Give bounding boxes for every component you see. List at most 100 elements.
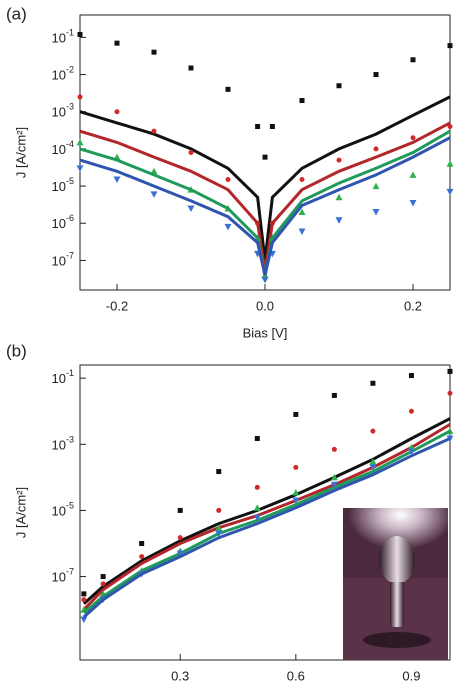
circle-marker xyxy=(151,128,157,134)
triangle-marker xyxy=(335,193,343,201)
square-marker xyxy=(410,57,416,63)
square-marker xyxy=(370,380,376,386)
x-tick-label: 0.3 xyxy=(171,668,189,683)
square-marker xyxy=(447,43,453,49)
triangle-marker xyxy=(407,448,415,456)
triangle-marker xyxy=(292,497,300,504)
square-marker xyxy=(77,31,83,37)
y-tick-label: 10-5 xyxy=(52,501,74,519)
data-line xyxy=(79,95,451,261)
y-tick-label: 10-6 xyxy=(52,214,74,232)
y-axis-label: J [A/cm²] xyxy=(13,127,28,178)
triangle-marker xyxy=(409,200,417,207)
inset-photo xyxy=(343,508,448,660)
x-tick-label: 0.2 xyxy=(404,298,422,313)
square-marker xyxy=(408,373,414,379)
triangle-marker xyxy=(409,171,417,178)
square-marker xyxy=(188,65,194,71)
circle-marker xyxy=(447,390,453,396)
y-tick-label: 10-5 xyxy=(52,176,74,194)
triangle-marker xyxy=(176,550,184,557)
panel-label: (b) xyxy=(6,341,27,360)
y-axis-label: J [A/cm²] xyxy=(13,487,28,538)
circle-marker xyxy=(293,464,299,470)
square-marker xyxy=(299,98,305,104)
circle-marker xyxy=(408,408,414,414)
triangle-marker xyxy=(150,191,158,198)
circle-marker xyxy=(447,124,453,130)
circle-marker xyxy=(254,484,260,490)
triangle-marker xyxy=(330,481,338,489)
square-marker xyxy=(336,83,342,89)
x-tick-label: 0.0 xyxy=(256,298,274,313)
data-line xyxy=(79,136,451,276)
triangle-marker xyxy=(372,182,380,190)
x-tick-label: -0.2 xyxy=(106,298,128,313)
square-marker xyxy=(262,154,268,160)
square-marker xyxy=(114,40,120,46)
triangle-marker xyxy=(369,464,377,471)
triangle-marker xyxy=(187,205,195,212)
triangle-marker xyxy=(224,223,232,231)
triangle-marker xyxy=(372,209,380,216)
square-marker xyxy=(225,86,231,92)
circle-marker xyxy=(373,146,379,152)
triangle-marker xyxy=(335,217,343,224)
y-tick-label: 10-3 xyxy=(52,435,74,453)
circle-marker xyxy=(177,535,183,541)
data-line xyxy=(82,437,451,619)
square-marker xyxy=(255,124,261,130)
y-tick-label: 10-1 xyxy=(52,28,74,46)
circle-marker xyxy=(331,446,337,452)
y-tick-label: 10-7 xyxy=(52,251,74,269)
circle-marker xyxy=(370,428,376,434)
square-marker xyxy=(447,368,453,374)
square-marker xyxy=(81,591,87,597)
square-marker xyxy=(293,411,299,417)
circle-marker xyxy=(225,177,231,183)
triangle-marker xyxy=(446,160,453,167)
triangle-marker xyxy=(446,188,453,196)
triangle-marker xyxy=(215,524,223,531)
square-marker xyxy=(254,435,260,441)
circle-marker xyxy=(216,507,222,513)
plot-frame xyxy=(79,364,451,661)
y-tick-label: 10-2 xyxy=(52,65,74,83)
circle-marker xyxy=(336,157,342,163)
y-tick-label: 10-3 xyxy=(52,102,74,120)
square-marker xyxy=(139,541,145,547)
circle-marker xyxy=(410,135,416,141)
square-marker xyxy=(151,49,157,55)
triangle-marker xyxy=(76,165,84,172)
triangle-marker xyxy=(369,458,377,465)
plot-area xyxy=(80,368,453,624)
triangle-marker xyxy=(113,176,121,184)
circle-marker xyxy=(77,94,83,100)
triangle-marker xyxy=(330,473,338,481)
circle-marker xyxy=(188,150,194,155)
triangle-marker xyxy=(253,504,261,511)
x-tick-label: 0.9 xyxy=(402,668,420,683)
square-marker xyxy=(100,574,106,580)
circle-marker xyxy=(299,177,305,183)
triangle-marker xyxy=(298,208,306,216)
square-marker xyxy=(177,507,183,513)
triangle-marker xyxy=(261,276,269,284)
triangle-marker xyxy=(76,138,84,146)
triangle-marker xyxy=(253,514,261,522)
plot-area xyxy=(76,31,453,284)
square-marker xyxy=(373,72,379,78)
circle-marker xyxy=(139,554,145,560)
y-tick-label: 10-1 xyxy=(52,369,74,387)
square-marker xyxy=(269,124,275,130)
panel-label: (a) xyxy=(6,4,27,23)
triangle-marker xyxy=(215,530,223,538)
square-marker xyxy=(331,392,337,398)
x-tick-label: 0.6 xyxy=(287,668,305,683)
circle-marker xyxy=(81,597,87,603)
circle-marker xyxy=(114,109,120,115)
y-tick-label: 10-7 xyxy=(52,567,74,585)
x-axis-label: Bias [V] xyxy=(243,325,288,340)
circle-marker xyxy=(100,581,106,587)
